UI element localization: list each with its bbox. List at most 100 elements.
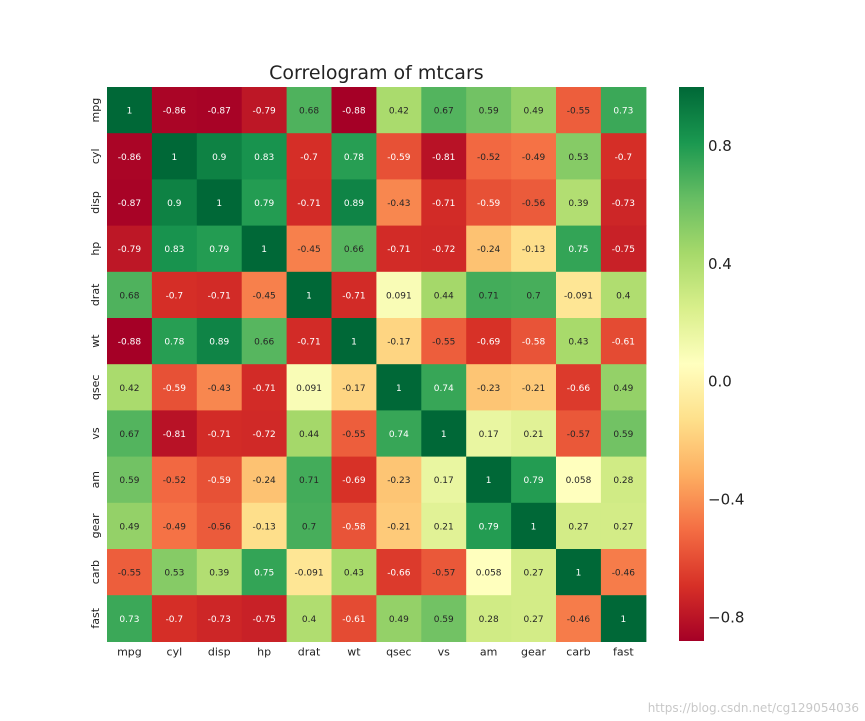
colorbar-tick-label: −0.4 bbox=[708, 491, 744, 509]
y-tick-label: hp bbox=[89, 242, 102, 256]
cell-value-label: 0.44 bbox=[434, 291, 454, 301]
heatmap-cell bbox=[331, 410, 377, 458]
cell-value-label: 0.79 bbox=[254, 199, 274, 209]
cell-value-label: -0.88 bbox=[342, 107, 366, 117]
cell-value-label: 0.68 bbox=[119, 291, 139, 301]
cell-value-label: -0.69 bbox=[342, 476, 366, 486]
x-tick-labels: mpg cyl disp hp drat wt qsec vs am gear carb fast bbox=[117, 645, 634, 658]
cell-value-label: 0.9 bbox=[167, 199, 182, 209]
cell-value-label: 0.89 bbox=[344, 199, 364, 209]
colorbar-tick-label: 0.4 bbox=[708, 255, 732, 273]
heatmap-cell bbox=[600, 271, 647, 319]
cell-value-label: 0.83 bbox=[164, 245, 184, 255]
cell-value-label: -0.55 bbox=[567, 107, 590, 117]
cell-value-label: 0.9 bbox=[212, 153, 227, 163]
colorbar-gradient bbox=[679, 87, 704, 641]
heatmap-cell bbox=[556, 87, 602, 134]
cell-value-label: 0.75 bbox=[254, 569, 274, 579]
heatmap-cell bbox=[151, 456, 198, 504]
heatmap-cell bbox=[600, 595, 647, 642]
heatmap-cell bbox=[196, 225, 243, 273]
cell-value-label: -0.46 bbox=[567, 615, 591, 625]
heatmap-cell bbox=[107, 595, 153, 642]
heatmap-cell bbox=[376, 87, 422, 134]
heatmap-cell bbox=[600, 225, 647, 273]
cell-value-label: 1 bbox=[576, 569, 582, 579]
heatmap-cell bbox=[376, 502, 422, 550]
heatmap-cell bbox=[600, 87, 647, 134]
heatmap-cell bbox=[107, 502, 153, 550]
cell-value-label: 0.091 bbox=[386, 291, 412, 301]
cell-value-label: 0.49 bbox=[389, 615, 409, 625]
cell-value-label: 0.73 bbox=[119, 615, 139, 625]
cell-value-label: -0.17 bbox=[387, 338, 410, 348]
y-tick-label: gear bbox=[89, 513, 102, 538]
cell-value-label: 1 bbox=[531, 522, 537, 532]
cell-value-label: 0.59 bbox=[479, 107, 499, 117]
cell-value-label: -0.88 bbox=[118, 338, 142, 348]
cell-value-label: -0.46 bbox=[612, 569, 636, 579]
heatmap-cell bbox=[241, 410, 288, 458]
heatmap-cell bbox=[286, 595, 333, 642]
cell-value-label: -0.43 bbox=[387, 199, 410, 209]
cell-value-label: -0.7 bbox=[166, 615, 184, 625]
heatmap-cell bbox=[376, 549, 422, 596]
heatmap-cell bbox=[466, 456, 512, 504]
cell-value-label: -0.56 bbox=[522, 199, 546, 209]
heatmap-cell bbox=[376, 271, 422, 319]
cell-value-label: -0.55 bbox=[342, 430, 365, 440]
colorbar-tick-label: 0.8 bbox=[708, 137, 732, 155]
cell-value-label: -0.75 bbox=[253, 615, 276, 625]
heatmap-cell bbox=[556, 364, 602, 411]
x-tick-label: cyl bbox=[167, 645, 183, 658]
cell-value-label: 1 bbox=[486, 476, 492, 486]
heatmap-cell bbox=[151, 410, 198, 458]
cell-value-label: 0.59 bbox=[613, 430, 633, 440]
heatmap-cell bbox=[241, 87, 288, 134]
heatmap-cell bbox=[331, 456, 377, 504]
cell-value-label: 0.21 bbox=[434, 522, 454, 532]
cell-value-label: -0.58 bbox=[342, 522, 366, 532]
heatmap-cell bbox=[376, 410, 422, 458]
cell-value-label: -0.57 bbox=[432, 569, 455, 579]
cell-value-label: 0.058 bbox=[566, 476, 592, 486]
cell-value-label: -0.55 bbox=[118, 569, 141, 579]
heatmap-cell bbox=[286, 456, 333, 504]
cell-value-label: -0.71 bbox=[208, 430, 231, 440]
cell-value-label: 0.71 bbox=[479, 291, 499, 301]
cell-value-label: -0.52 bbox=[163, 476, 186, 486]
cell-value-label: -0.59 bbox=[208, 476, 232, 486]
heatmap-cell bbox=[196, 271, 243, 319]
cell-value-label: -0.59 bbox=[387, 153, 411, 163]
heatmap-cell bbox=[556, 271, 602, 319]
chart-title: Correlogram of mtcars bbox=[269, 62, 484, 84]
heatmap-cell bbox=[466, 87, 512, 134]
heatmap-cell bbox=[286, 318, 333, 365]
heatmap-cell bbox=[466, 271, 512, 319]
cell-value-label: 0.17 bbox=[479, 430, 499, 440]
heatmap-cell bbox=[600, 549, 647, 596]
x-tick-label: gear bbox=[521, 645, 546, 658]
cell-value-label: -0.13 bbox=[522, 245, 545, 255]
heatmap-cell bbox=[556, 410, 602, 458]
cell-value-label: -0.58 bbox=[522, 338, 546, 348]
heatmap-cell bbox=[511, 271, 557, 319]
y-tick-label: mpg bbox=[89, 98, 102, 123]
heatmap-cell bbox=[241, 133, 288, 180]
cell-value-label: 0.7 bbox=[526, 291, 540, 301]
cell-value-label: 0.42 bbox=[389, 107, 409, 117]
y-tick-label: wt bbox=[89, 334, 102, 348]
cell-value-label: -0.13 bbox=[253, 522, 276, 532]
heatmap-cell bbox=[466, 133, 512, 180]
cell-value-label: -0.71 bbox=[387, 245, 410, 255]
heatmap-cell bbox=[241, 364, 288, 411]
heatmap-cell bbox=[511, 87, 557, 134]
cell-value-label: -0.72 bbox=[253, 430, 276, 440]
cell-value-label: -0.49 bbox=[163, 522, 187, 532]
heatmap-cell bbox=[556, 456, 602, 504]
cell-value-label: -0.091 bbox=[295, 569, 324, 579]
heatmap-cell bbox=[151, 87, 198, 134]
heatmap-cell bbox=[196, 364, 243, 411]
cell-value-label: -0.52 bbox=[477, 153, 500, 163]
heatmap-cell bbox=[331, 549, 377, 596]
